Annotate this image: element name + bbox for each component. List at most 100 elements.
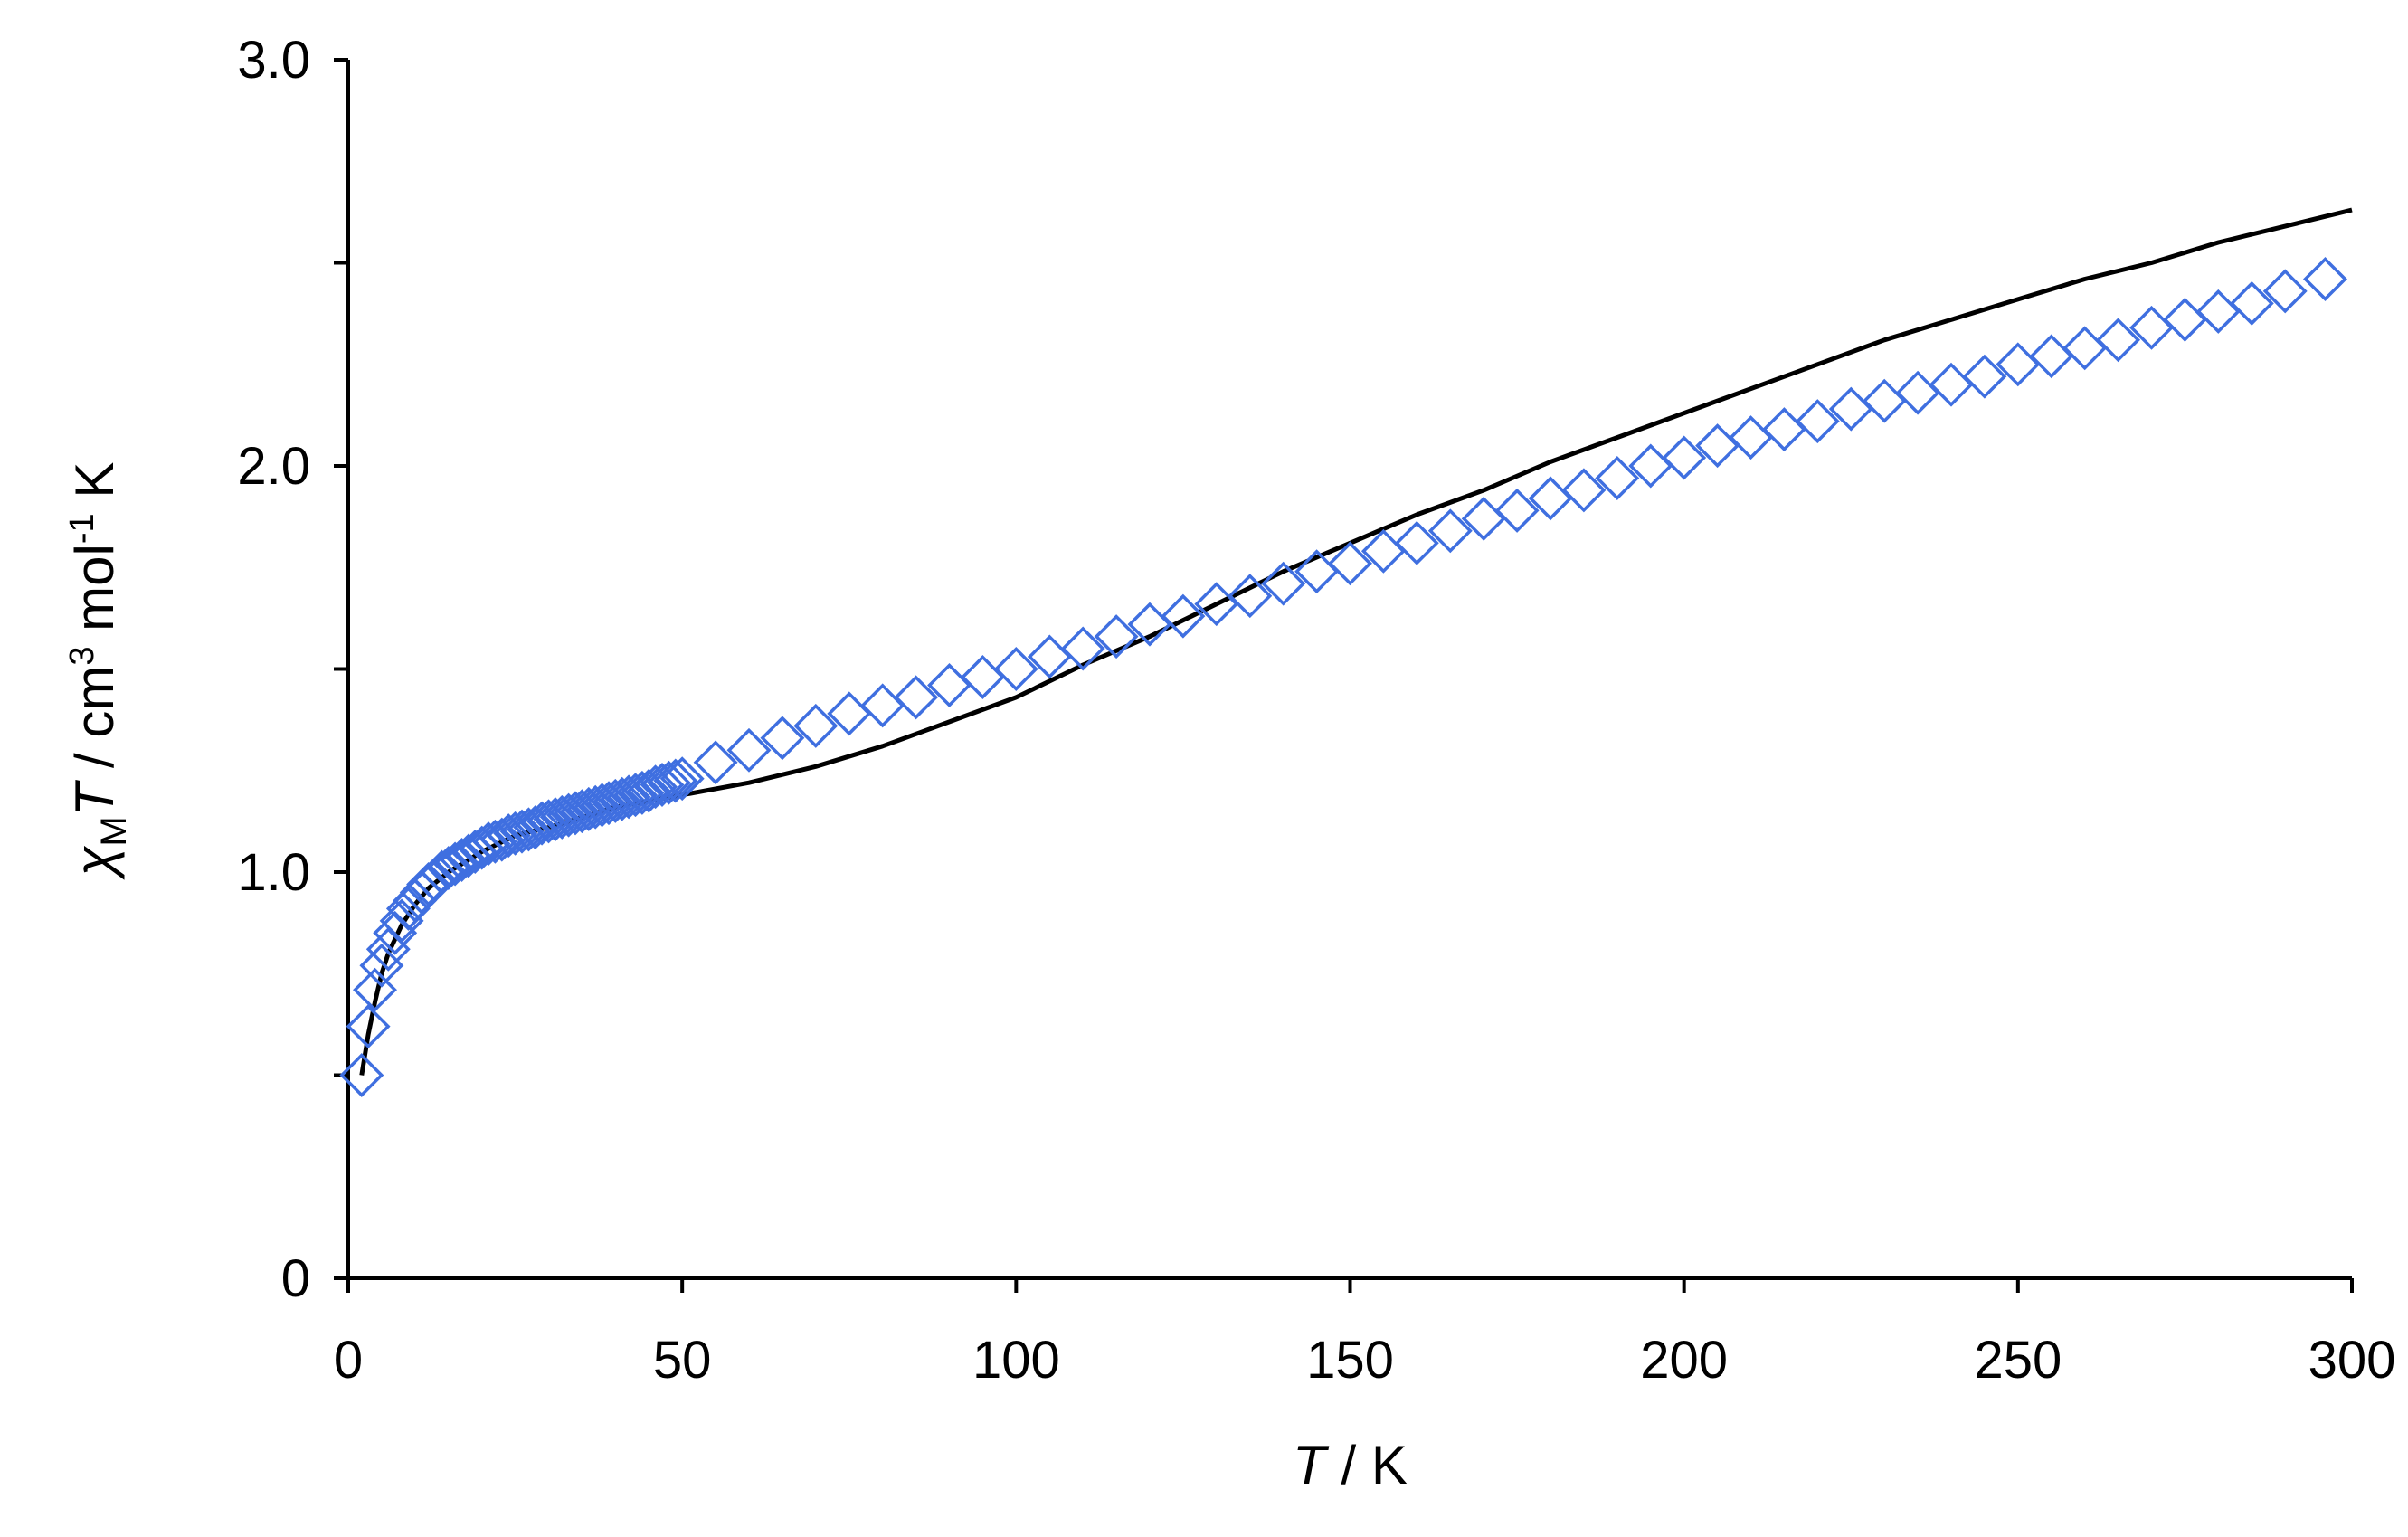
data-point-diamond — [653, 758, 698, 803]
y-axis-title-k: K — [64, 462, 125, 514]
data-point-diamond — [486, 813, 531, 859]
data-point-diamond — [493, 811, 538, 856]
data-point-diamond — [1427, 508, 1473, 554]
x-tick-label: 250 — [1974, 1331, 2062, 1390]
y-tick-label: 2.0 — [237, 437, 310, 496]
data-point-diamond — [379, 898, 424, 944]
data-point-diamond — [659, 756, 705, 802]
data-point-diamond — [793, 703, 839, 748]
y-axis-title-cm-exponent: 3 — [63, 646, 101, 665]
data-point-diamond — [346, 1004, 391, 1049]
data-point-diamond — [339, 1053, 384, 1097]
data-point-diamond — [1662, 435, 1707, 480]
y-axis-title-chi: χ — [64, 845, 125, 880]
data-point-diamond — [2262, 269, 2308, 314]
data-point-diamond — [2162, 297, 2207, 342]
data-point-diamond — [466, 821, 511, 867]
y-axis-title-t: T — [64, 779, 125, 816]
data-point-diamond — [1561, 468, 1607, 513]
x-axis-title-unit: / K — [1326, 1435, 1408, 1495]
data-point-diamond — [586, 781, 631, 826]
data-point-diamond — [472, 819, 517, 864]
data-point-diamond — [620, 770, 665, 815]
data-point-diamond — [2303, 257, 2347, 301]
y-axis-title: χMT / cm3 mol-1 K — [63, 462, 134, 881]
data-point-diamond — [1060, 626, 1105, 671]
data-point-diamond — [600, 776, 645, 821]
axes-layer — [346, 60, 2352, 1280]
x-tick-label: 200 — [1640, 1331, 1728, 1390]
data-point-diamond — [526, 799, 571, 844]
data-point-diamond — [726, 727, 772, 773]
data-point-diamond — [640, 763, 685, 807]
data-point-diamond — [606, 774, 651, 820]
data-point-diamond — [860, 683, 905, 728]
ticks-layer: 0 50 100 150 200 250 300 0 1.0 2.0 3.0 — [237, 31, 2395, 1390]
data-point-diamond — [419, 849, 464, 895]
data-point-diamond — [693, 740, 738, 785]
data-point-diamond — [580, 783, 625, 828]
x-tick-label: 100 — [972, 1331, 1060, 1390]
y-tick-label: 3.0 — [237, 31, 310, 90]
data-point-diamond — [1862, 378, 1907, 423]
data-point-diamond — [506, 807, 551, 852]
data-point-diamond — [1895, 370, 1940, 415]
data-point-diamond — [553, 791, 598, 836]
data-point-diamond — [546, 792, 592, 838]
data-point-diamond — [440, 838, 484, 882]
data-point-diamond — [1261, 561, 1306, 606]
data-point-diamond — [566, 786, 611, 831]
data-point-diamond — [573, 784, 618, 830]
data-point-diamond — [519, 801, 564, 846]
x-axis-title: T / K — [1293, 1435, 1408, 1495]
data-point-diamond — [1761, 407, 1806, 452]
y-axis-title-mol-exponent: -1 — [63, 513, 101, 544]
markers-layer — [339, 257, 2347, 1097]
data-point-diamond — [2029, 334, 2074, 379]
data-point-diamond — [359, 943, 404, 988]
data-point-diamond — [626, 768, 671, 813]
y-axis-title-mol: mol — [64, 544, 125, 646]
data-point-diamond — [479, 817, 525, 862]
data-point-diamond — [2096, 318, 2141, 363]
data-point-diamond — [633, 764, 678, 810]
data-point-diamond — [406, 862, 451, 906]
data-point-diamond — [432, 841, 478, 887]
data-point-diamond — [894, 675, 939, 720]
x-tick-label: 150 — [1306, 1331, 1394, 1390]
data-point-diamond — [499, 809, 545, 854]
data-point-diamond — [1929, 362, 1974, 407]
x-tick-label: 50 — [653, 1331, 712, 1390]
data-point-diamond — [1328, 541, 1372, 586]
y-axis-title-chi-subscript: M — [94, 816, 134, 846]
data-point-diamond — [1494, 488, 1540, 533]
y-tick-label: 0 — [281, 1249, 310, 1308]
data-point-diamond — [533, 797, 578, 842]
data-point-diamond — [426, 846, 471, 890]
y-tick-label: 1.0 — [237, 843, 310, 902]
data-point-diamond — [993, 647, 1038, 691]
data-point-diamond — [646, 760, 691, 805]
data-point-diamond — [760, 716, 805, 761]
x-tick-label: 0 — [334, 1331, 363, 1390]
data-point-diamond — [353, 967, 397, 1012]
y-axis-title-unit-prefix: / cm — [64, 666, 125, 783]
data-point-diamond — [539, 794, 584, 840]
data-point-diamond — [1729, 415, 1773, 460]
data-point-diamond — [1394, 520, 1439, 565]
x-tick-label: 300 — [2308, 1331, 2396, 1390]
data-point-diamond — [1161, 593, 1206, 639]
data-point-diamond — [1795, 399, 1840, 444]
data-point-diamond — [1094, 614, 1139, 659]
data-point-diamond — [1595, 456, 1640, 500]
data-point-diamond — [2062, 326, 2108, 371]
data-point-diamond — [513, 805, 558, 850]
data-point-diamond — [2229, 280, 2274, 326]
data-point-diamond — [613, 773, 658, 818]
data-point-diamond — [1962, 354, 2007, 399]
data-point-diamond — [2195, 289, 2241, 334]
data-point-diamond — [960, 655, 1005, 699]
data-point-diamond — [593, 778, 638, 823]
data-point-diamond — [1228, 574, 1273, 619]
